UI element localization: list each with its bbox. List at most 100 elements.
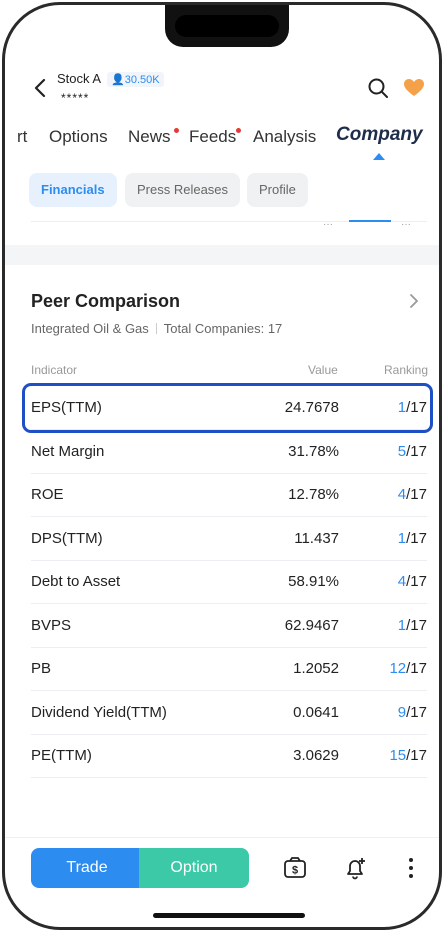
notch [165,5,289,47]
row-indicator: EPS(TTM) [31,399,102,416]
rank-number: 9 [397,703,407,721]
option-button[interactable]: Option [139,848,249,888]
subtab-financials[interactable]: Financials [29,173,117,207]
rank-total: /17 [406,660,427,677]
bottom-bar: Trade Option $ [5,837,439,898]
row-value: 31.78% [288,442,339,460]
rank-total: /17 [406,442,427,460]
rank-total: /17 [406,486,427,503]
row-value: 11.437 [294,529,339,547]
sub-tabs: Financials Press Releases Profile [5,173,439,209]
trade-button[interactable]: Trade [31,848,143,888]
row-value: 3.0629 [293,747,339,764]
search-icon[interactable] [367,77,389,99]
table-row[interactable]: ROE 12.78% 4/17 [31,473,427,517]
tab-news[interactable]: News [128,127,171,146]
table-row[interactable]: Dividend Yield(TTM) 0.0641 9/17 [31,691,427,735]
row-ranking: 5/17 [398,443,427,460]
row-indicator: DPS(TTM) [31,529,103,547]
section-title[interactable]: Peer Comparison [31,291,181,311]
followers-count: 30.50K [124,74,160,86]
row-value: 12.78% [288,486,339,503]
rank-total: /17 [406,747,427,764]
subtab-press-releases[interactable]: Press Releases [125,173,241,207]
trade-label: Trade [66,859,108,876]
selected-row-highlight [22,383,433,433]
chevron-right-icon[interactable] [407,293,421,309]
person-icon: 👤 [111,74,125,86]
col-value: Value [308,363,338,377]
option-label: Option [170,859,218,876]
section-gap [5,245,439,265]
stock-header: Stock A 👤30.50K ***** [5,67,439,111]
tab-options[interactable]: Options [49,127,108,146]
row-indicator: Net Margin [31,442,105,460]
rank-total: /17 [406,573,427,590]
rank-number: 5 [397,442,407,460]
row-indicator: BVPS [31,616,72,634]
row-ranking: 1/17 [398,617,427,634]
stock-code: ***** [61,91,90,105]
table-row[interactable]: DPS(TTM) 11.437 1/17 [31,517,427,561]
tab-company[interactable]: Company [336,124,423,145]
row-indicator: PB [31,660,52,677]
row-ranking: 4/17 [398,486,427,503]
mini-scroll-indicator [349,220,391,222]
total-companies: Total Companies: 17 [163,321,283,336]
rank-number: 4 [397,486,407,503]
rank-number: 1 [397,529,407,547]
tab-feeds[interactable]: Feeds [189,127,237,146]
rank-total: /17 [406,529,427,547]
table-row[interactable]: EPS(TTM) 24.7678 1/17 [31,386,427,430]
row-ranking: 1/17 [398,399,427,416]
separator [155,323,157,334]
rank-number: 1 [397,616,407,634]
col-indicator: Indicator [31,363,78,377]
table-row[interactable]: Debt to Asset 58.91% 4/17 [31,560,427,604]
row-value: 0.0641 [293,703,339,721]
row-indicator: Dividend Yield(TTM) [31,703,167,721]
row-indicator: Debt to Asset [31,573,121,590]
bell-plus-icon[interactable] [343,856,367,880]
news-unread-dot [174,128,179,133]
rank-total: /17 [406,703,427,721]
rank-number: 4 [397,573,407,590]
row-value: 24.7678 [284,399,339,416]
table-row[interactable]: PB 1.2052 12/17 [31,647,427,691]
row-indicator: ROE [31,486,64,503]
tab-alerts[interactable]: rt [17,127,28,146]
rank-number: 15 [389,747,407,764]
row-value: 62.9467 [284,616,339,634]
home-indicator [153,913,305,918]
row-ranking: 1/17 [398,530,427,547]
rank-number: 12 [389,660,407,677]
row-indicator: PE(TTM) [31,747,92,764]
table-row[interactable]: PE(TTM) 3.0629 15/17 [31,734,427,778]
table-row[interactable]: BVPS 62.9467 1/17 [31,604,427,648]
mini-scroll-dots-right: ··· [401,219,411,230]
more-vertical-icon[interactable] [399,856,423,880]
wallet-dollar-icon[interactable]: $ [283,856,307,880]
back-arrow-icon[interactable] [31,77,51,99]
heart-icon[interactable] [403,77,425,99]
tab-analysis[interactable]: Analysis [253,127,317,146]
col-ranking: Ranking [384,363,429,377]
stock-name: Stock A [57,71,102,86]
feeds-unread-dot [236,128,241,133]
rank-number: 1 [397,399,407,416]
followers-badge[interactable]: 👤30.50K [107,72,164,87]
divider [31,221,427,222]
svg-text:$: $ [292,865,298,877]
rank-total: /17 [406,399,427,416]
rank-total: /17 [406,616,427,634]
main-tabs: rt Options News Feeds Analysis Company [5,117,439,161]
table-row[interactable]: Net Margin 31.78% 5/17 [31,430,427,474]
peer-subtitle: Integrated Oil & Gas Total Companies: 17 [31,321,282,336]
subtab-profile[interactable]: Profile [247,173,308,207]
industry-label: Integrated Oil & Gas [31,321,149,336]
row-ranking: 9/17 [398,704,427,721]
camera [175,15,279,37]
active-tab-indicator [373,153,385,160]
row-ranking: 15/17 [389,747,427,764]
